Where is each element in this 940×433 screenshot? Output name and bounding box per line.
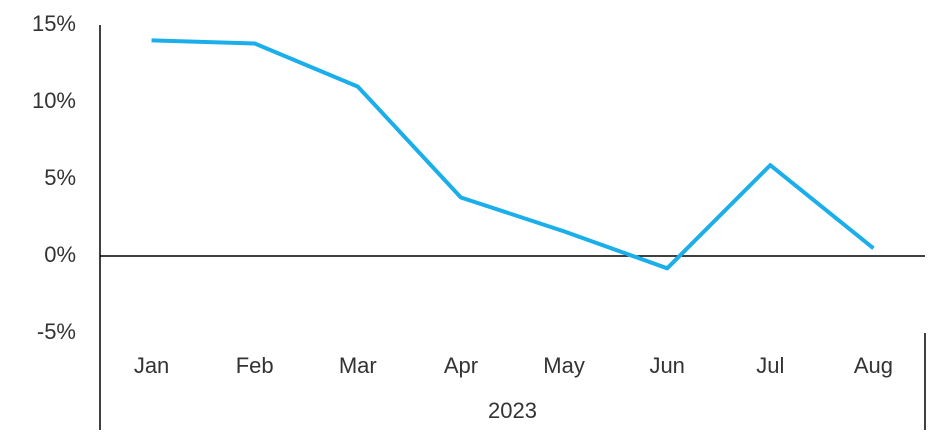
y-tick-label: 10% — [32, 88, 76, 113]
y-tick-label: 15% — [32, 11, 76, 36]
x-tick-label: Jan — [134, 353, 169, 378]
x-group-label: 2023 — [488, 398, 537, 423]
y-tick-label: 0% — [44, 242, 76, 267]
x-tick-label: Jun — [649, 353, 684, 378]
y-tick-label: 5% — [44, 165, 76, 190]
data-line — [151, 38, 875, 271]
x-tick-label: Jul — [756, 353, 784, 378]
x-tick-label: May — [543, 353, 585, 378]
y-tick-label: -5% — [37, 319, 76, 344]
x-tick-label: Aug — [854, 353, 893, 378]
x-tick-label: Apr — [444, 353, 478, 378]
x-tick-label: Feb — [236, 353, 274, 378]
x-tick-label: Mar — [339, 353, 377, 378]
